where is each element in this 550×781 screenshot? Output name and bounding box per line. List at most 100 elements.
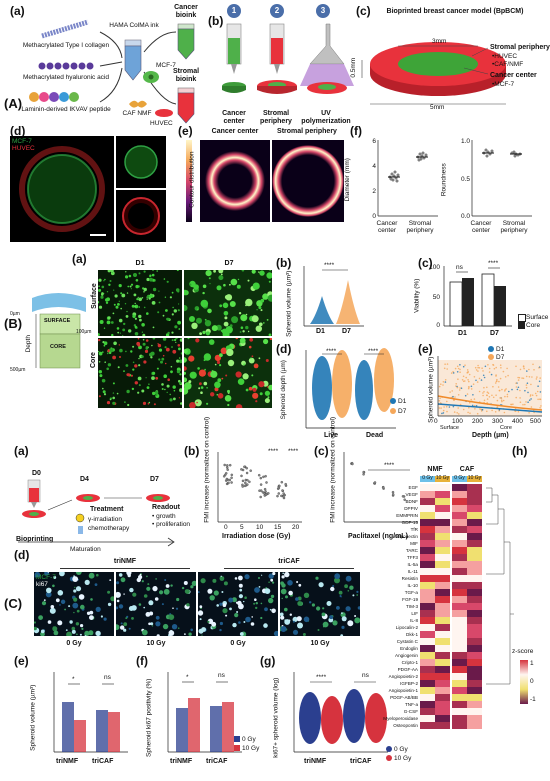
step-1-label: Cancer center — [222, 110, 246, 126]
panel-b-c-label: (c) — [418, 256, 433, 270]
legend-e-d1: D1 — [496, 346, 505, 353]
heatmap-row-label: Lipocalin-2 — [395, 625, 418, 630]
heatmap-row: Myeloperoxidase — [376, 715, 486, 722]
volume-violin-chart — [303, 266, 364, 327]
mcf7-label: MCF-7 — [156, 62, 176, 69]
heatmap-row: Osteopontin — [376, 722, 486, 729]
paclitaxel-points — [350, 461, 406, 501]
dots-s7 — [184, 270, 272, 336]
heatmap-cell — [420, 659, 435, 666]
heatmap-row: EMMPRIN — [376, 512, 486, 519]
heatmap-cell — [420, 680, 435, 687]
heatmap-cell — [420, 694, 435, 701]
heatmap-cell — [467, 491, 482, 498]
legend-d7-dot — [390, 408, 396, 414]
legend-d1-dot — [390, 398, 396, 404]
viability-cat-d1: D1 — [458, 330, 467, 337]
legend-surface-swatch — [518, 314, 526, 322]
heatmap-cell — [420, 484, 435, 491]
g-sig-1: **** — [316, 674, 327, 681]
heatmap-cell — [467, 519, 482, 526]
heatmap-cell — [420, 617, 435, 624]
day-d4: D4 — [80, 476, 89, 483]
heatmap-cell — [420, 540, 435, 547]
legend-e-d1-dot — [488, 346, 494, 352]
scatter-points — [438, 363, 542, 415]
irradiation-chart — [217, 452, 302, 523]
legend-e-d7: D7 — [496, 354, 505, 361]
g-sig-2: ns — [362, 672, 369, 679]
scatter-xlabel: Depth (µm) — [472, 432, 509, 439]
volume-sig: **** — [324, 262, 335, 269]
panel-b-e-label: (e) — [418, 342, 433, 356]
panel-b-a-label: (a) — [72, 252, 87, 266]
heatmap-row: IL-5a — [376, 561, 486, 568]
irr-sig-1: **** — [268, 448, 279, 455]
panel-e-label: (e) — [178, 124, 193, 138]
heatmap-cell — [452, 589, 467, 596]
heatmap-row: FGF-19 — [376, 596, 486, 603]
c-vol-sig-1: * — [72, 676, 75, 683]
viability-tick-0: 0 — [436, 322, 440, 329]
heatmap-row: TGF-a — [376, 589, 486, 596]
caf-cell-icon — [129, 100, 147, 108]
heat-col-3: 0 Gy — [452, 475, 467, 482]
pac-ylabel: FMI increase (normalized on control) — [329, 416, 337, 523]
heatmap-cell — [435, 666, 450, 673]
heatmap-row: TIM-3 — [376, 603, 486, 610]
ikvav-peptide-icon — [29, 92, 79, 102]
irr-xtick-15: 15 — [274, 524, 282, 531]
dose-2: 10 Gy — [146, 640, 166, 647]
heatmap-row: Lipocalin-2 — [376, 624, 486, 631]
heatmap-cell — [420, 652, 435, 659]
heatmap-cell — [435, 505, 450, 512]
scatter-region-surface: Surface — [440, 425, 459, 431]
collagen-label: Methacrylated Type I collagen — [22, 42, 110, 49]
viability-sig-d7: **** — [488, 260, 499, 267]
roundness-cat-1: Cancer center — [470, 220, 492, 235]
heatmap-cell — [452, 638, 467, 645]
heatmap-row: TARC — [376, 547, 486, 554]
roundness-ylabel: Roundness — [440, 163, 448, 197]
heatmap-row: BDNF — [376, 498, 486, 505]
heatmap-cell — [420, 533, 435, 540]
contour-title-cancer: Cancer center — [211, 128, 259, 135]
heatmap-row: Adiponectin — [376, 533, 486, 540]
heatmap-cell — [467, 575, 482, 582]
depth-scatter-chart — [437, 356, 543, 417]
heatmap-row-label: IL-10 — [407, 583, 418, 588]
model-diagram — [361, 42, 506, 105]
stromal-item-2: •CAF/NMF — [492, 61, 524, 68]
panel-c-e-label: (e) — [14, 654, 29, 668]
arrows-to-ink — [99, 31, 177, 105]
contour-stromal — [272, 140, 344, 222]
volume-cat-d7: D7 — [342, 328, 351, 335]
legend-g-0gy-dot — [386, 746, 392, 752]
dots-c7 — [184, 338, 272, 408]
microscopy-d-main — [10, 136, 114, 242]
heatmap-row-label: Cripto-1 — [401, 660, 418, 665]
heatmap-cell — [435, 610, 450, 617]
stromal-title: Stromal periphery — [490, 44, 550, 51]
scatter-ylabel: Spheroid volume (µm³) — [427, 356, 435, 423]
heatmap-cell — [435, 603, 450, 610]
heatmap-cell — [452, 659, 467, 666]
heatmap-row: Angiopoietin-2 — [376, 673, 486, 680]
heatmap-row: G-CSF — [376, 708, 486, 715]
heatmap-cell — [452, 498, 467, 505]
heatmap-row-label: GDF-15 — [401, 520, 418, 525]
panel-c-c-label: (c) — [314, 444, 329, 458]
heatmap-cell — [435, 533, 450, 540]
c-vol-ylabel: Spheroid volume (µm³) — [29, 684, 37, 751]
roundness-chart — [471, 140, 532, 217]
heatmap-cell — [467, 484, 482, 491]
heatmap-row: IL-10 — [376, 582, 486, 589]
heatmap-row-label: TfR — [410, 527, 418, 532]
timeline-illustration — [18, 479, 175, 547]
heatmap-cell — [452, 554, 467, 561]
viability-tick-50: 50 — [432, 294, 440, 301]
heatmap-cell — [420, 554, 435, 561]
heatmap-cell — [452, 610, 467, 617]
heatmap-row: PDGF-AB/BB — [376, 694, 486, 701]
heatmap-cell — [435, 631, 450, 638]
